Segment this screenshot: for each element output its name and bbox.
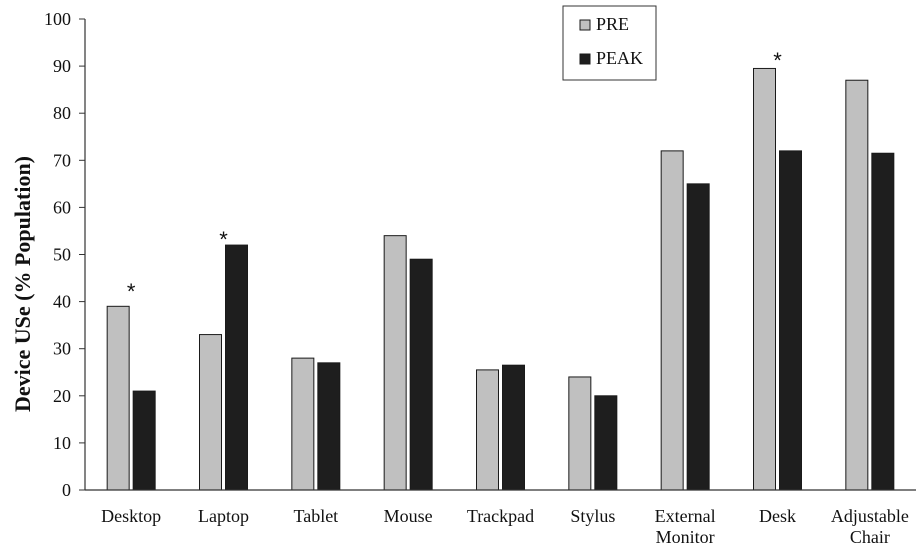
bar-peak-desk [779,150,802,491]
bar-group [106,67,895,491]
y-tick-label: 80 [53,103,71,123]
y-axis-ticks: 0 10 20 30 40 50 60 70 80 90 100 [44,9,85,500]
y-tick-label: 100 [44,9,71,29]
legend-swatch-pre [579,19,591,31]
bar-pre-desktop [106,305,130,491]
significance-markers: * * * [127,48,782,304]
bar-pre-laptop [199,334,222,491]
y-tick-label: 0 [62,480,71,500]
y-tick-label: 20 [53,386,71,406]
x-axis-labels: Desktop Laptop Tablet Mouse Trackpad Stylus Ex… [101,506,909,546]
axes [84,19,916,491]
bar-peak-trackpad [502,364,525,491]
x-category-label: Monitor [656,527,715,546]
bar-pre-mouse [383,235,407,491]
legend-label-pre: PRE [596,14,629,34]
bar-pre-external-monitor [660,150,684,491]
x-category-label: Desktop [101,506,161,526]
x-category-label: Adjustable [831,506,909,526]
x-category-label: External [655,506,716,526]
bar-pre-tablet [291,357,315,491]
y-tick-label: 90 [53,56,71,76]
bar-pre-desk [753,67,776,491]
significance-asterisk: * [773,48,782,73]
legend-box [562,5,657,81]
bar-peak-mouse [409,258,433,491]
bar-peak-desktop [132,390,156,491]
legend-label-peak: PEAK [596,48,643,68]
significance-asterisk: * [127,279,136,304]
y-tick-label: 60 [53,197,71,217]
bar-pre-stylus [568,376,592,491]
y-tick-label: 50 [53,245,71,265]
legend-swatch-peak [579,53,591,65]
y-axis-title: Device USe (% Population) [10,156,35,412]
legend: PRE PEAK [562,5,657,81]
x-category-label: Laptop [198,506,249,526]
bar-pre-trackpad [476,369,499,491]
bar-peak-adjustable-chair [871,152,895,491]
x-category-label: Stylus [570,506,615,526]
significance-asterisk: * [219,227,228,252]
y-tick-label: 40 [53,292,71,312]
y-tick-label: 30 [53,339,71,359]
bar-peak-external-monitor [686,183,710,491]
x-category-label: Chair [850,527,890,546]
bar-pre-adjustable-chair [845,79,869,491]
y-tick-label: 70 [53,150,71,170]
bar-peak-laptop [225,244,248,491]
bar-peak-tablet [317,362,341,491]
x-category-label: Trackpad [467,506,534,526]
bar-peak-stylus [594,395,618,491]
x-category-label: Mouse [384,506,433,526]
x-category-label: Tablet [293,506,338,526]
y-tick-label: 10 [53,433,71,453]
x-category-label: Desk [759,506,796,526]
